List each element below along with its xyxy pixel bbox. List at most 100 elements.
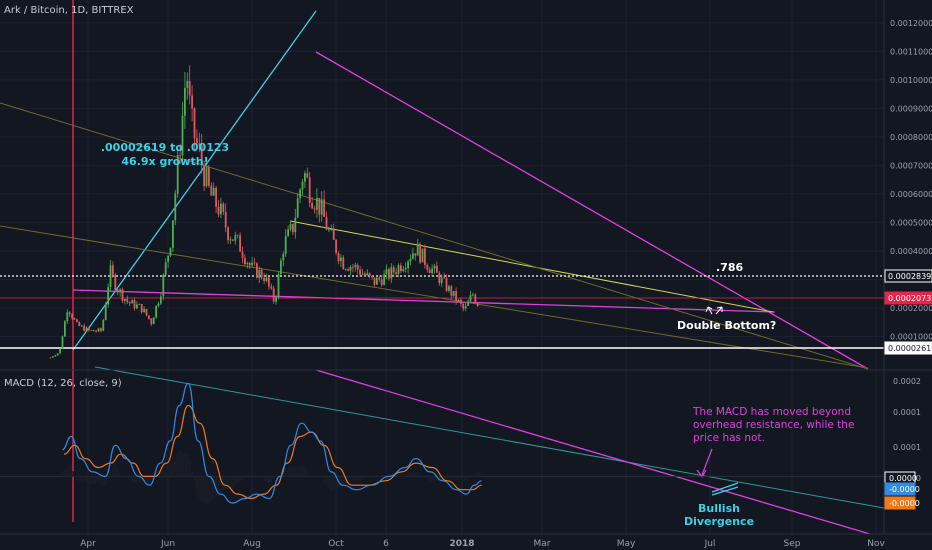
candle-body — [433, 265, 436, 269]
candle-body — [332, 229, 335, 240]
macd-histogram-bar — [358, 476, 361, 481]
macd-histogram-bar — [334, 476, 336, 490]
macd-histogram-bar — [274, 475, 277, 477]
candle-body — [174, 193, 177, 221]
macd-histogram-bar — [303, 467, 306, 477]
macd-histogram-bar — [318, 475, 321, 477]
macd-histogram-bar — [173, 456, 176, 477]
macd-histogram-bar — [336, 476, 339, 489]
price-tag-label: 0.00002619 — [888, 344, 932, 353]
candle-body — [227, 227, 229, 241]
candle-body — [452, 291, 455, 296]
macd-histogram-bar — [323, 476, 325, 483]
candle-body — [54, 355, 57, 357]
candle-body — [104, 304, 107, 321]
candle-body — [200, 145, 203, 165]
candle-body — [220, 203, 222, 215]
yellow-trend-line — [289, 220, 774, 313]
candle-body — [349, 266, 352, 271]
candle-body — [217, 206, 220, 215]
candle-body — [253, 262, 256, 264]
macd-histogram-bar — [118, 471, 121, 477]
candle-body — [148, 315, 150, 319]
macd-histogram-bar — [428, 476, 431, 481]
candle-body — [342, 257, 345, 270]
macd-histogram-bar — [265, 476, 268, 483]
candle-body — [344, 269, 347, 271]
candle-body — [380, 279, 383, 285]
candle-body — [407, 261, 409, 268]
candle-body — [140, 304, 143, 313]
macd-histogram-bar — [149, 476, 152, 484]
candle-body — [311, 202, 313, 209]
macd-histogram-bar — [166, 462, 169, 477]
macd-histogram-bar — [470, 475, 473, 477]
candle-body — [61, 336, 64, 349]
candle-body — [66, 312, 69, 322]
time-tick-label: Nov — [867, 539, 885, 549]
candle-body — [402, 269, 405, 272]
macd-line — [61, 382, 482, 504]
macd-histogram-bar — [219, 476, 222, 495]
candle-body — [162, 274, 165, 297]
macd-histogram-bar — [199, 476, 202, 501]
macd-histogram-bar — [252, 473, 255, 477]
macd-histogram-bar — [208, 476, 211, 504]
candle-body — [152, 317, 155, 325]
macd-histogram-bar — [479, 472, 482, 477]
candle-body — [385, 269, 388, 275]
candle-body — [68, 312, 71, 315]
macd-histogram-bar — [325, 476, 328, 485]
candle-body — [107, 287, 109, 305]
macd-histogram-bar — [384, 473, 387, 477]
olive-channel-line-upper — [0, 102, 869, 370]
candle-body — [436, 265, 438, 273]
macd-histogram-bar — [155, 472, 158, 477]
price-tag-box — [884, 291, 932, 305]
candle-body — [289, 223, 292, 230]
macd-histogram-bar — [422, 476, 424, 477]
candle-body — [100, 328, 102, 331]
candle-body — [184, 88, 186, 116]
candle-body — [397, 265, 400, 274]
macd-histogram-bar — [450, 476, 453, 480]
macd-histogram-bar — [298, 466, 301, 477]
candle-body — [323, 199, 325, 217]
candle-body — [258, 269, 261, 278]
macd-histogram-bar — [362, 476, 365, 479]
macd-histogram-bar — [411, 472, 413, 477]
chart-title: Ark / Bitcoin, 1D, BITTREX — [4, 5, 134, 16]
macd-histogram-bar — [415, 472, 418, 477]
growth-annotation-line2: 46.9x growth! — [121, 155, 208, 168]
macd-histogram-bar — [226, 476, 229, 489]
macd-histogram-bar — [182, 452, 185, 477]
candle-body — [97, 328, 100, 332]
macd-histogram-bar — [340, 476, 343, 488]
macd-histogram-bar — [455, 476, 457, 480]
candle-body — [426, 264, 429, 270]
candle-body — [145, 309, 148, 316]
candle-body — [445, 277, 448, 291]
macd-histogram-bar — [63, 469, 66, 477]
candle-body — [215, 187, 217, 207]
macd-value-tag-label: -0.0000 — [889, 485, 920, 494]
candle-body — [404, 267, 407, 270]
macd-histogram-bar — [477, 472, 479, 477]
candle-body — [268, 277, 270, 287]
time-tick-label: Jul — [704, 539, 716, 549]
macd-histogram-bar — [448, 476, 451, 480]
candle-body — [193, 108, 196, 139]
macd-histogram-bar — [466, 476, 468, 481]
macd-histogram-bar — [457, 476, 460, 480]
candle-body — [388, 269, 390, 279]
candle-body — [56, 353, 59, 356]
macd-histogram-bar — [351, 476, 354, 480]
macd-histogram-bar — [76, 476, 79, 480]
candle-body — [263, 277, 265, 282]
macd-histogram-bar — [136, 476, 138, 483]
price-tag-label: 0.00020737 — [888, 294, 932, 303]
macd-value-tag-label: -0.0000 — [889, 499, 920, 508]
